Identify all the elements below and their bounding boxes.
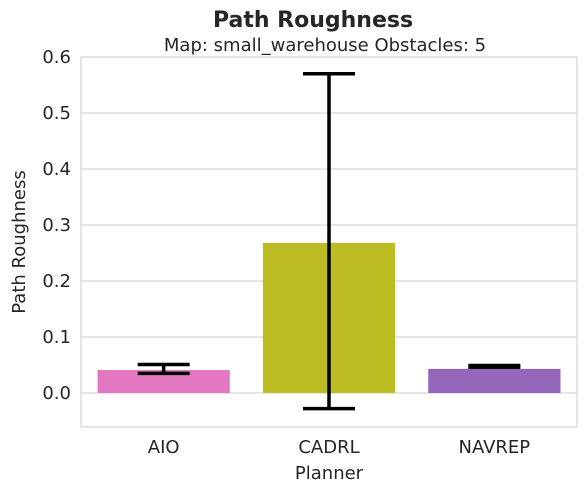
x-tick-label: NAVREP (458, 437, 530, 458)
error-bars (137, 72, 521, 411)
chart-title: Path Roughness (213, 8, 413, 33)
x-tick-label: CADRL (298, 437, 359, 458)
y-tick-label: 0.5 (42, 103, 71, 124)
y-tick-label: 0.4 (42, 159, 71, 180)
x-axis-label: Planner (295, 463, 364, 484)
error-bar-navrep (468, 363, 521, 369)
bar-navrep (428, 368, 561, 393)
y-tick-label: 0.1 (42, 327, 71, 348)
bar-aio (97, 370, 230, 393)
chart-subtitle: Map: small_warehouse Obstacles: 5 (164, 35, 486, 56)
error-bar-cadrl (303, 72, 355, 411)
y-axis-label: Path Roughness (9, 170, 30, 313)
y-tick-label: 0.0 (42, 383, 71, 404)
y-axis-ticks: 0.0 0.1 0.2 0.3 0.4 0.5 0.6 (42, 47, 71, 404)
y-tick-label: 0.6 (42, 47, 71, 68)
x-axis-ticks: AIO CADRL NAVREP (148, 437, 531, 458)
x-tick-label: AIO (148, 437, 180, 458)
y-tick-label: 0.2 (42, 271, 71, 292)
y-tick-label: 0.3 (42, 215, 71, 236)
error-bar-aio (137, 362, 190, 376)
